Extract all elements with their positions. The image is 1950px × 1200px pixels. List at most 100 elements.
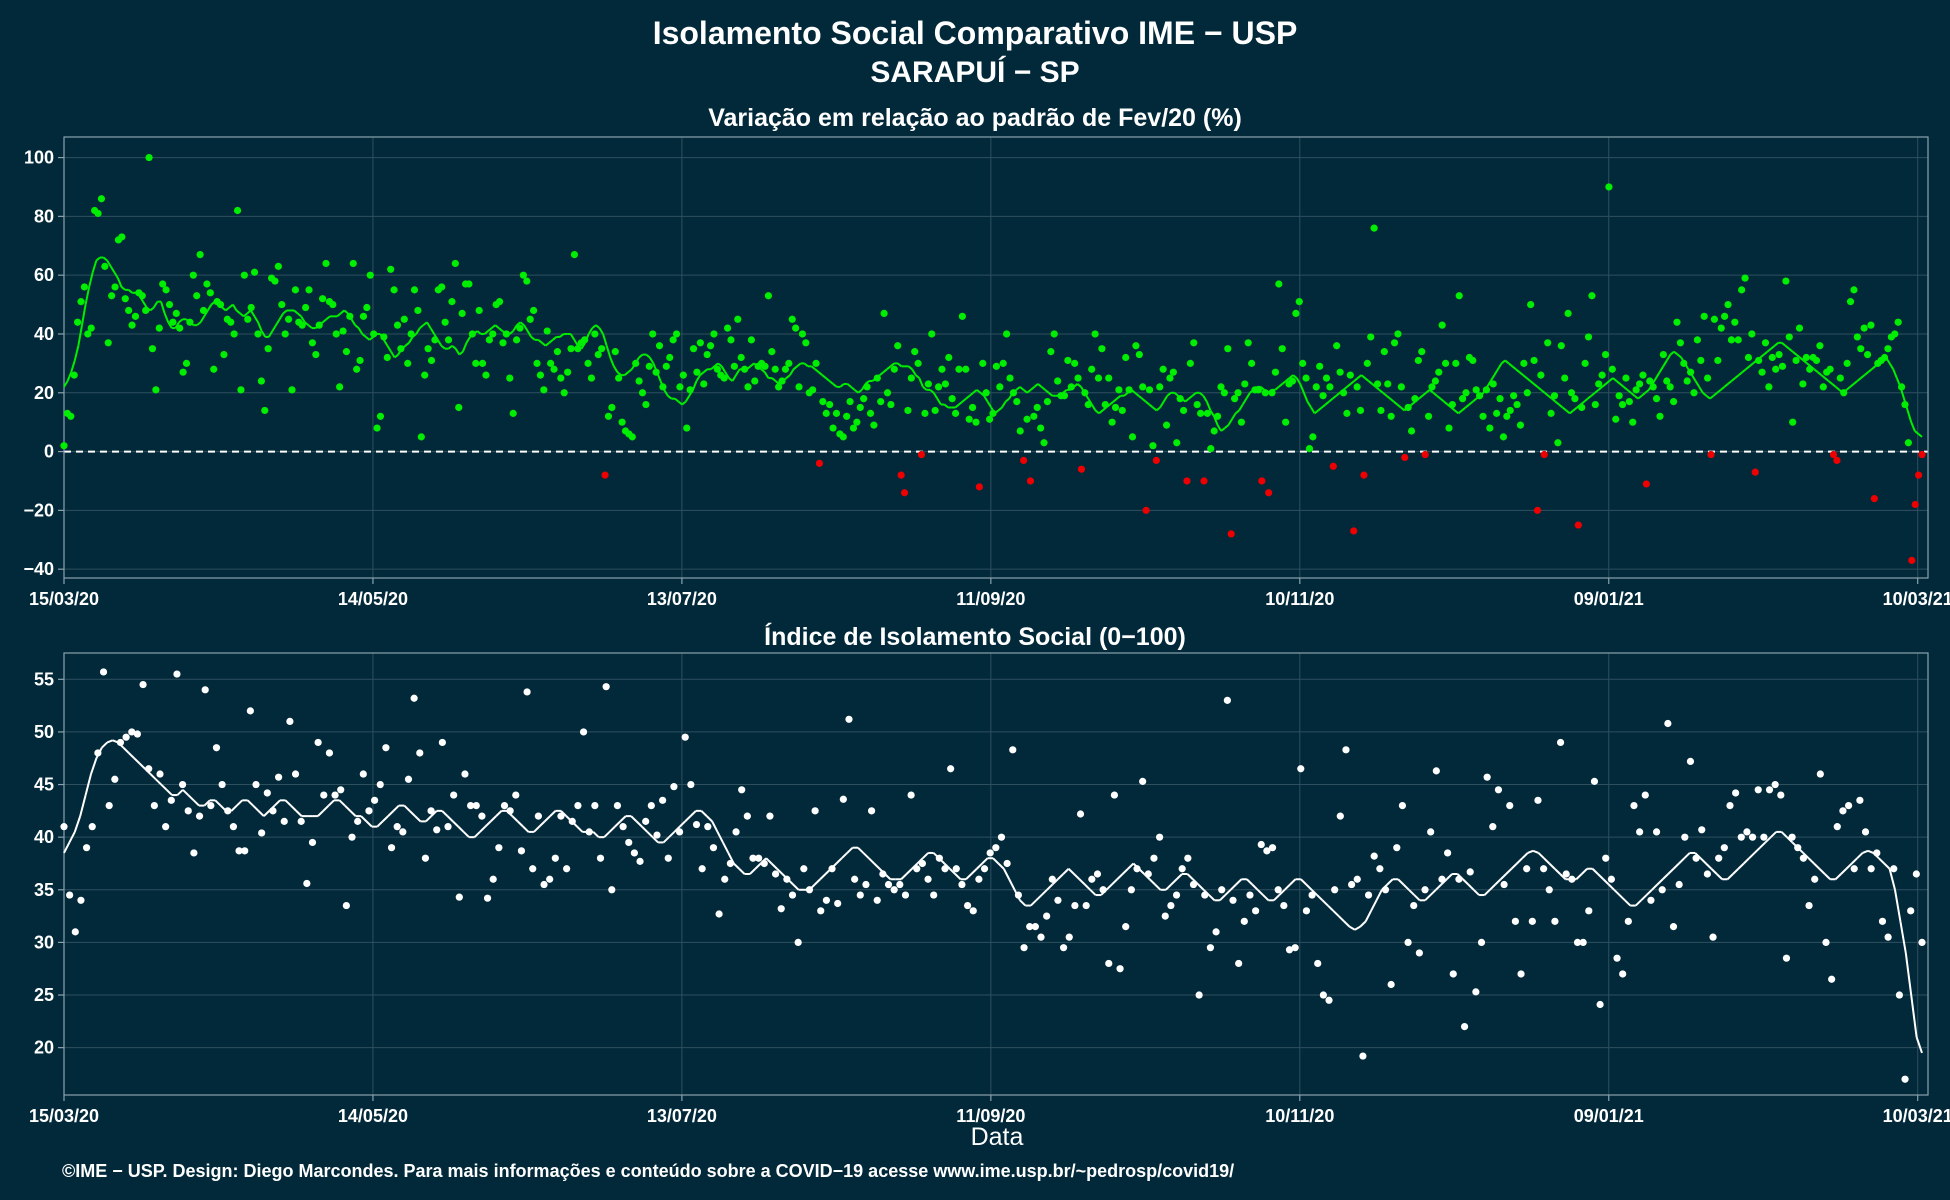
data-point (1782, 277, 1790, 285)
data-point (863, 383, 871, 391)
moving-average-segment (1662, 873, 1669, 880)
data-point (1172, 891, 1181, 899)
data-point (224, 807, 232, 815)
moving-average-segment (403, 804, 411, 812)
moving-average-segment (1590, 392, 1596, 397)
moving-average-segment (1655, 371, 1661, 379)
moving-average-segment (138, 762, 146, 770)
moving-average-segment (679, 820, 686, 828)
data-point (339, 327, 347, 335)
data-point (1280, 901, 1288, 910)
data-point (104, 339, 112, 347)
data-point (1370, 852, 1378, 860)
moving-average-segment (1162, 395, 1169, 403)
data-point (1404, 938, 1412, 947)
data-point (832, 409, 841, 417)
moving-average-segment (530, 336, 536, 341)
data-point (1619, 970, 1627, 978)
moving-average-segment (1691, 374, 1697, 382)
data-point (764, 292, 773, 300)
data-point (1472, 386, 1480, 394)
data-point (1231, 395, 1239, 403)
moving-average-segment (846, 846, 854, 854)
data-point (1500, 880, 1508, 889)
moving-average-segment (1364, 910, 1372, 922)
data-point (1309, 433, 1317, 441)
data-point (870, 421, 878, 429)
data-point (139, 680, 147, 689)
moving-average-segment (608, 825, 616, 833)
data-point (1476, 392, 1484, 400)
data-point (738, 786, 746, 794)
moving-average-segment (1770, 831, 1777, 838)
data-point (1557, 342, 1565, 350)
data-point (1088, 365, 1096, 373)
moving-average-segment (73, 345, 80, 361)
data-point (914, 359, 922, 367)
moving-average-segment (1037, 383, 1043, 388)
data-point (755, 854, 763, 862)
data-point (1659, 350, 1667, 359)
moving-average-segment (652, 836, 659, 844)
data-point (675, 828, 684, 836)
moving-average-segment (1716, 873, 1723, 880)
data-point (1816, 770, 1824, 778)
moving-average-segment (300, 315, 306, 323)
data-point (1135, 350, 1143, 359)
moving-average-segment (1348, 925, 1356, 931)
data-point (122, 733, 130, 741)
data-point (851, 875, 859, 883)
moving-average-segment (691, 380, 698, 391)
data-point (1410, 901, 1418, 910)
moving-average-segment (997, 406, 1003, 412)
moving-average-segment (552, 336, 557, 341)
data-point (788, 891, 797, 899)
data-point (1632, 386, 1640, 394)
moving-average-segment (1300, 878, 1307, 886)
data-point (1647, 896, 1655, 904)
data-point (706, 342, 715, 350)
moving-average-segment (765, 857, 773, 865)
data-point (1326, 383, 1334, 391)
moving-average-segment (84, 773, 92, 796)
moving-average-segment (598, 327, 604, 335)
data-point (1128, 433, 1137, 441)
moving-average-segment (1445, 873, 1453, 880)
moving-average-segment (1278, 889, 1286, 896)
moving-average-segment (1370, 899, 1378, 912)
data-point (1167, 901, 1175, 910)
data-point (1203, 409, 1211, 417)
data-point (1573, 938, 1582, 947)
data-point (1240, 917, 1248, 925)
data-point (900, 489, 909, 497)
moving-average-segment (1612, 377, 1618, 382)
data-point (1390, 339, 1399, 347)
moving-average-segment (699, 371, 705, 376)
data-point (370, 330, 378, 338)
data-point (1101, 400, 1109, 409)
data-point (798, 330, 807, 338)
moving-average-segment (954, 403, 960, 409)
data-point (839, 795, 847, 803)
data-point (901, 891, 910, 899)
data-point (1178, 865, 1186, 873)
data-point (740, 365, 749, 373)
moving-average-segment (929, 389, 935, 394)
data-point (1511, 917, 1519, 925)
data-point (1401, 453, 1409, 462)
data-point (500, 801, 509, 810)
moving-average-segment (646, 831, 654, 838)
data-point (455, 403, 463, 412)
data-point (686, 386, 694, 394)
data-point (1122, 353, 1130, 362)
moving-average-segment (322, 804, 330, 812)
data-point (1578, 403, 1586, 412)
moving-average-segment (296, 312, 302, 318)
data-point (1664, 719, 1672, 728)
data-point (148, 345, 157, 353)
moving-average-segment (549, 810, 557, 817)
moving-average-segment (839, 383, 845, 388)
moving-average-segment (943, 403, 949, 409)
data-point (1513, 400, 1521, 409)
data-point (274, 262, 282, 270)
